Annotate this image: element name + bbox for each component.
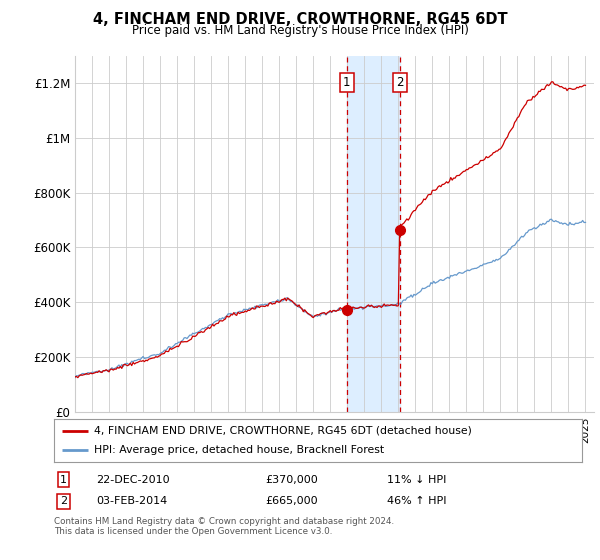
Text: 2: 2: [396, 76, 404, 89]
Text: 1: 1: [343, 76, 350, 89]
Text: Contains HM Land Registry data © Crown copyright and database right 2024.
This d: Contains HM Land Registry data © Crown c…: [54, 517, 394, 536]
Text: £370,000: £370,000: [265, 475, 318, 485]
Text: HPI: Average price, detached house, Bracknell Forest: HPI: Average price, detached house, Brac…: [94, 445, 384, 455]
Text: £665,000: £665,000: [265, 496, 318, 506]
Text: 22-DEC-2010: 22-DEC-2010: [96, 475, 170, 485]
Bar: [347, 56, 400, 412]
Text: 1: 1: [60, 475, 67, 485]
Text: 4, FINCHAM END DRIVE, CROWTHORNE, RG45 6DT (detached house): 4, FINCHAM END DRIVE, CROWTHORNE, RG45 6…: [94, 426, 472, 436]
Text: Price paid vs. HM Land Registry's House Price Index (HPI): Price paid vs. HM Land Registry's House …: [131, 24, 469, 36]
Text: 46% ↑ HPI: 46% ↑ HPI: [386, 496, 446, 506]
Text: 2: 2: [60, 496, 67, 506]
Text: 03-FEB-2014: 03-FEB-2014: [96, 496, 167, 506]
Text: 4, FINCHAM END DRIVE, CROWTHORNE, RG45 6DT: 4, FINCHAM END DRIVE, CROWTHORNE, RG45 6…: [92, 12, 508, 27]
Text: 11% ↓ HPI: 11% ↓ HPI: [386, 475, 446, 485]
